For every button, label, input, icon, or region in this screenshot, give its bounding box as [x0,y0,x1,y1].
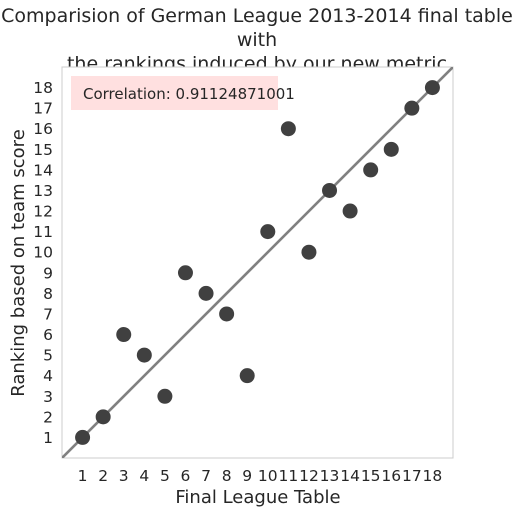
scatter-point [157,388,173,404]
y-tick-label: 13 [33,182,53,200]
y-axis-label: Ranking based on team score [8,129,29,397]
scatter-point [198,285,214,301]
y-tick-label: 9 [43,264,53,282]
x-tick-label: 14 [340,467,360,485]
correlation-box [71,76,278,110]
x-tick-label: 2 [98,467,108,485]
correlation-text: Correlation: 0.91124871001 [83,85,295,103]
x-tick-label: 1 [78,467,88,485]
reference-line [62,67,453,458]
scatter-point [342,203,358,219]
x-tick-label: 13 [320,467,340,485]
x-tick-label: 10 [258,467,278,485]
x-tick-label: 7 [201,467,211,485]
x-tick-label: 17 [402,467,422,485]
x-tick-label: 11 [279,467,299,485]
scatter-point [322,182,338,198]
x-tick-label: 15 [361,467,381,485]
scatter-point [116,327,132,343]
y-tick-label: 15 [33,141,53,159]
x-tick-label: 12 [299,467,319,485]
scatter-point [219,306,235,322]
x-tick-label: 3 [119,467,129,485]
y-tick-label: 17 [33,100,53,118]
scatter-point [136,347,152,363]
scatter-point [424,80,440,96]
x-axis-label: Final League Table [175,487,340,508]
scatter-point [404,100,420,116]
x-tick-label: 18 [423,467,443,485]
y-tick-label: 5 [43,347,53,365]
scatter-point [383,141,399,157]
scatter-point [177,265,193,281]
x-tick-label: 4 [139,467,149,485]
scatter-point [363,162,379,178]
scatter-point [301,244,317,260]
x-tick-label: 16 [381,467,401,485]
y-tick-label: 1 [43,429,53,447]
y-tick-label: 3 [43,388,53,406]
y-tick-label: 14 [33,161,53,179]
x-tick-label: 8 [222,467,232,485]
y-tick-label: 10 [33,244,53,262]
y-tick-label: 16 [33,120,53,138]
y-tick-label: 2 [43,408,53,426]
x-tick-label: 5 [160,467,170,485]
y-tick-label: 18 [33,79,53,97]
y-tick-label: 12 [33,203,53,221]
x-tick-label: 9 [242,467,252,485]
scatter-point [239,368,255,384]
scatter-point [95,409,111,425]
scatter-point [280,121,296,137]
y-tick-label: 4 [43,367,53,385]
y-tick-label: 6 [43,326,53,344]
scatter-point [260,224,276,240]
x-tick-label: 6 [181,467,191,485]
scatter-point [75,429,91,445]
y-tick-label: 8 [43,285,53,303]
y-tick-label: 11 [33,223,53,241]
y-tick-label: 7 [43,305,53,323]
